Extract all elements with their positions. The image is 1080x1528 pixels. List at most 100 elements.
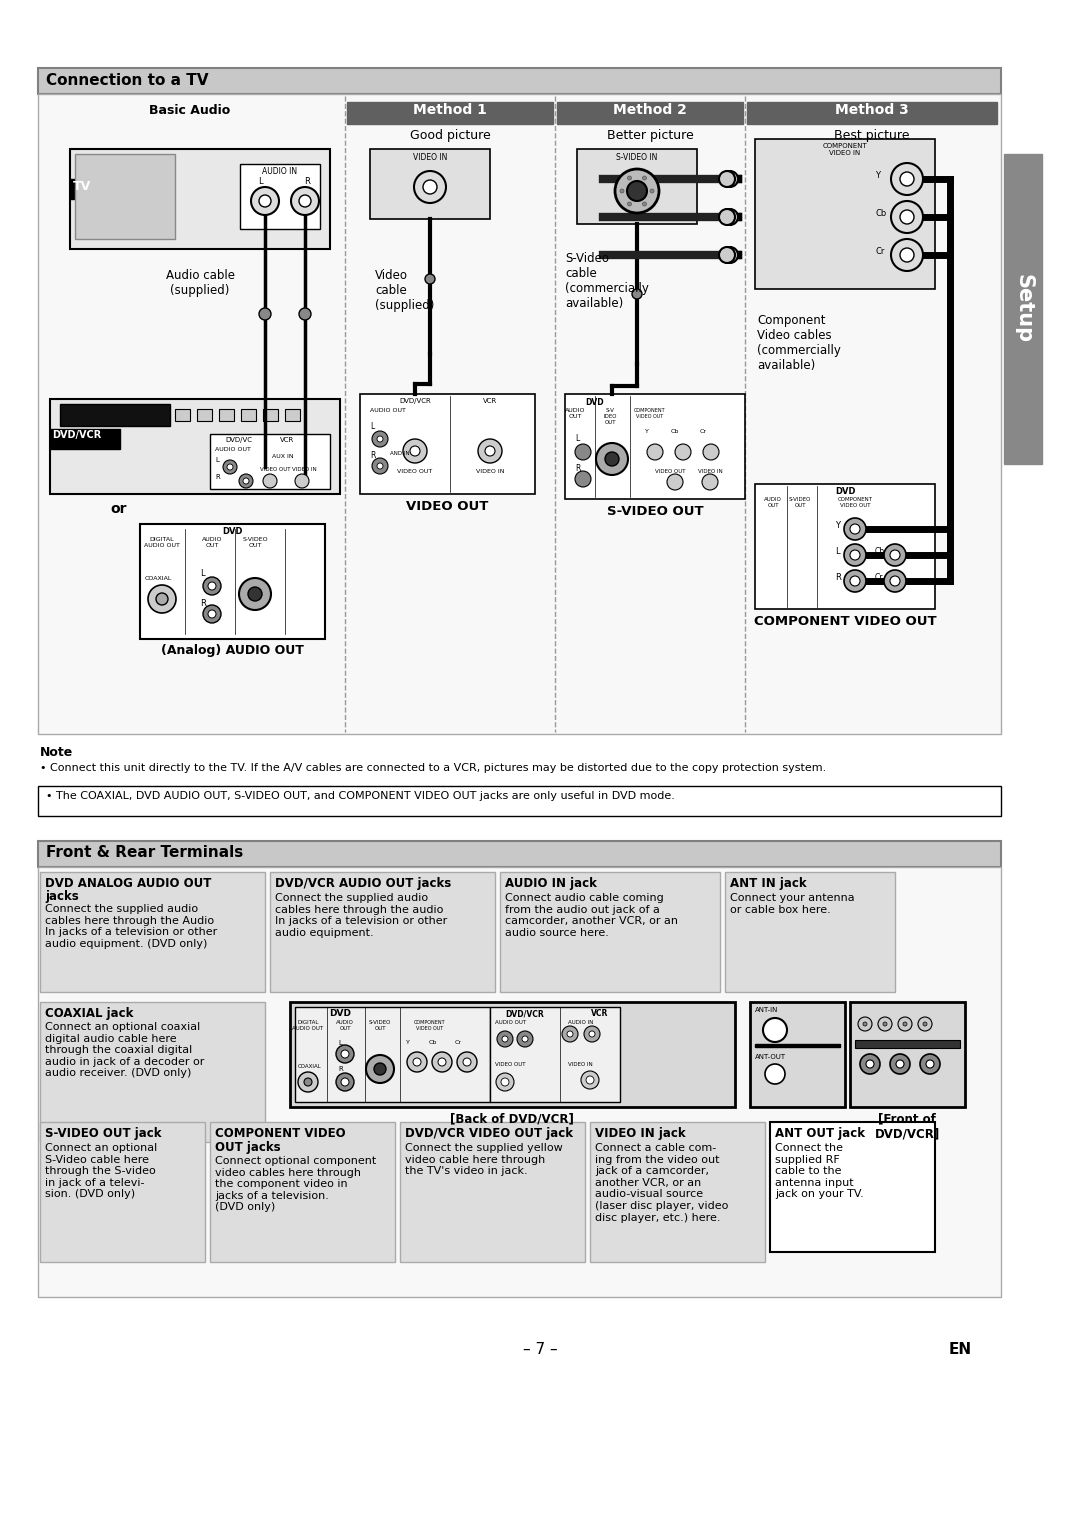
Text: AUDIO
OUT: AUDIO OUT bbox=[565, 408, 585, 419]
Text: DVD ANALOG AUDIO OUT: DVD ANALOG AUDIO OUT bbox=[45, 877, 212, 889]
Bar bbox=[755, 139, 935, 289]
Text: COAXIAL: COAXIAL bbox=[298, 1063, 322, 1070]
Text: VIDEO IN jack: VIDEO IN jack bbox=[595, 1128, 686, 1140]
Text: AUDIO IN jack: AUDIO IN jack bbox=[505, 877, 597, 889]
Bar bbox=[500, 872, 720, 992]
Text: Connect the
supplied RF
cable to the
antenna input
jack on your TV.: Connect the supplied RF cable to the ant… bbox=[775, 1143, 864, 1199]
Circle shape bbox=[703, 445, 719, 460]
Text: COMPONENT
VIDEO IN: COMPONENT VIDEO IN bbox=[823, 144, 867, 156]
Bar bbox=[725, 872, 895, 992]
Circle shape bbox=[575, 445, 591, 460]
Circle shape bbox=[148, 585, 176, 613]
Bar bbox=[38, 785, 1001, 816]
Circle shape bbox=[377, 463, 383, 469]
Bar bbox=[219, 410, 234, 422]
Circle shape bbox=[243, 478, 249, 484]
Text: S-VIDEO
OUT: S-VIDEO OUT bbox=[368, 1021, 391, 1031]
Circle shape bbox=[457, 1051, 477, 1073]
Bar bbox=[490, 1007, 620, 1102]
Text: VIDEO IN: VIDEO IN bbox=[698, 469, 723, 474]
Bar bbox=[750, 1002, 845, 1106]
Circle shape bbox=[891, 238, 923, 270]
Bar bbox=[210, 434, 330, 489]
Circle shape bbox=[885, 570, 906, 591]
Text: VCR: VCR bbox=[483, 397, 497, 403]
Text: R: R bbox=[370, 451, 376, 460]
Circle shape bbox=[891, 163, 923, 196]
Circle shape bbox=[497, 1031, 513, 1047]
Text: L: L bbox=[370, 422, 375, 431]
Text: COMPONENT
VIDEO OUT: COMPONENT VIDEO OUT bbox=[634, 408, 665, 419]
Text: Basic Audio: Basic Audio bbox=[149, 104, 231, 118]
Circle shape bbox=[586, 1076, 594, 1083]
Circle shape bbox=[900, 209, 914, 225]
Text: R: R bbox=[305, 177, 310, 186]
Text: R: R bbox=[200, 599, 206, 608]
Bar bbox=[850, 1002, 966, 1106]
Text: AUDIO
OUT: AUDIO OUT bbox=[202, 536, 222, 549]
Circle shape bbox=[903, 1022, 907, 1025]
Text: Connect an optional coaxial
digital audio cable here
through the coaxial digital: Connect an optional coaxial digital audi… bbox=[45, 1022, 204, 1079]
Bar bbox=[240, 163, 320, 229]
Circle shape bbox=[897, 1018, 912, 1031]
Text: Connect the supplied audio
cables here through the audio
In jacks of a televisio: Connect the supplied audio cables here t… bbox=[275, 892, 447, 938]
Circle shape bbox=[432, 1051, 453, 1073]
Circle shape bbox=[423, 180, 437, 194]
Circle shape bbox=[478, 439, 502, 463]
Text: jacks: jacks bbox=[45, 889, 79, 903]
Text: S-Video
cable
(commercially
available): S-Video cable (commercially available) bbox=[565, 252, 649, 310]
Text: L: L bbox=[258, 177, 262, 186]
Text: VIDEO OUT: VIDEO OUT bbox=[406, 500, 488, 513]
Text: Note: Note bbox=[40, 746, 73, 759]
Circle shape bbox=[156, 593, 168, 605]
Circle shape bbox=[413, 1057, 421, 1067]
Text: • The COAXIAL, DVD AUDIO OUT, S-VIDEO OUT, and COMPONENT VIDEO OUT jacks are onl: • The COAXIAL, DVD AUDIO OUT, S-VIDEO OU… bbox=[46, 792, 675, 801]
Circle shape bbox=[850, 550, 860, 559]
Circle shape bbox=[239, 474, 253, 487]
Circle shape bbox=[203, 605, 221, 623]
Circle shape bbox=[517, 1031, 534, 1047]
Text: R: R bbox=[575, 465, 580, 474]
Text: AUDIO
OUT: AUDIO OUT bbox=[336, 1021, 354, 1031]
Text: DVD/VCR: DVD/VCR bbox=[505, 1008, 544, 1018]
Circle shape bbox=[403, 439, 427, 463]
Circle shape bbox=[407, 1051, 427, 1073]
Circle shape bbox=[581, 1071, 599, 1089]
Circle shape bbox=[259, 309, 271, 319]
Circle shape bbox=[203, 578, 221, 594]
Circle shape bbox=[883, 1022, 887, 1025]
Circle shape bbox=[208, 610, 216, 617]
Circle shape bbox=[208, 582, 216, 590]
Circle shape bbox=[667, 474, 683, 490]
Circle shape bbox=[584, 1025, 600, 1042]
Text: Cr: Cr bbox=[875, 573, 883, 582]
Circle shape bbox=[719, 248, 735, 263]
Bar bbox=[50, 399, 340, 494]
Circle shape bbox=[374, 1063, 386, 1076]
Text: DVD/VC: DVD/VC bbox=[225, 437, 252, 443]
Text: S-VIDEO OUT jack: S-VIDEO OUT jack bbox=[45, 1128, 162, 1140]
Text: [Front of
DVD/VCR]: [Front of DVD/VCR] bbox=[875, 1112, 940, 1140]
Text: Y: Y bbox=[645, 429, 649, 434]
Text: COMPONENT VIDEO: COMPONENT VIDEO bbox=[215, 1128, 346, 1140]
Circle shape bbox=[843, 544, 866, 565]
Text: TV: TV bbox=[73, 180, 91, 193]
Circle shape bbox=[719, 171, 735, 186]
Text: COAXIAL: COAXIAL bbox=[145, 576, 173, 581]
Text: • Connect this unit directly to the TV. If the A/V cables are connected to a VCR: • Connect this unit directly to the TV. … bbox=[40, 762, 826, 773]
Bar bbox=[197, 410, 212, 422]
Bar bbox=[50, 429, 120, 449]
Circle shape bbox=[366, 1054, 394, 1083]
Text: VCR: VCR bbox=[592, 1008, 609, 1018]
Text: Connect the supplied yellow
video cable here through
the TV's video in jack.: Connect the supplied yellow video cable … bbox=[405, 1143, 563, 1177]
Text: Connect a cable com-
ing from the video out
jack of a camcorder,
another VCR, or: Connect a cable com- ing from the video … bbox=[595, 1143, 728, 1222]
Bar bbox=[40, 1122, 205, 1262]
Circle shape bbox=[575, 471, 591, 487]
Text: COMPONENT
VIDEO OUT: COMPONENT VIDEO OUT bbox=[837, 497, 873, 507]
Bar bbox=[264, 410, 278, 422]
Text: Connect the supplied audio
cables here through the Audio
In jacks of a televisio: Connect the supplied audio cables here t… bbox=[45, 905, 217, 949]
Text: AUDIO OUT: AUDIO OUT bbox=[370, 408, 406, 413]
Text: VIDEO IN: VIDEO IN bbox=[476, 469, 504, 474]
Text: VIDEO OUT: VIDEO OUT bbox=[654, 469, 685, 474]
Circle shape bbox=[702, 474, 718, 490]
